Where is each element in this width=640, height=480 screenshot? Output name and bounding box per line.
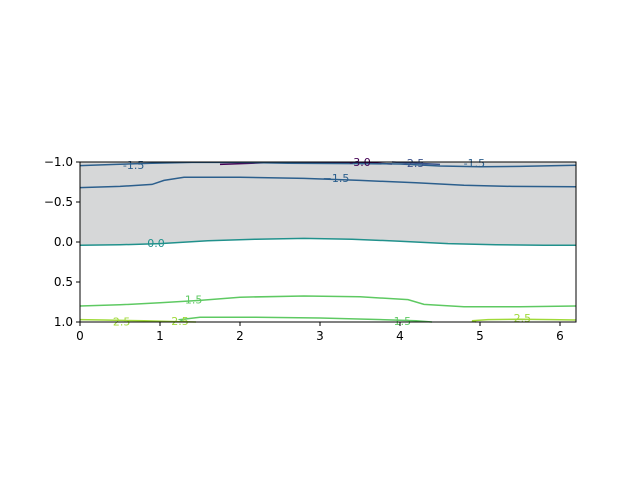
contour-line-4: [79, 237, 576, 246]
contour-line-8: [471, 318, 577, 323]
y-tick-label: 1.0: [54, 315, 73, 329]
contour-label-4-0: 0.0: [147, 237, 165, 250]
y-axis: −1.0 −0.5 0.0 0.5 1.0: [44, 155, 80, 329]
x-tick-label: 4: [396, 329, 404, 343]
contour-line-2: [79, 161, 577, 168]
contour-line-5: [79, 295, 577, 308]
contour-label-6-0: 1.5: [394, 315, 412, 328]
x-axis: 0 1 2 3 4 5 6: [76, 322, 564, 343]
x-tick-label: 3: [316, 329, 324, 343]
contour-label-2-1: -1.5: [464, 157, 485, 170]
x-tick-label: 0: [76, 329, 84, 343]
y-tick-label: −0.5: [44, 195, 73, 209]
x-tick-label: 1: [156, 329, 164, 343]
x-tick-label: 6: [556, 329, 564, 343]
contour-label-8-0: 2.5: [514, 312, 532, 325]
contour-label-3-0: −1.5: [323, 172, 350, 185]
contour-line-3: [79, 176, 577, 189]
x-tick-label: 5: [476, 329, 484, 343]
contour-label-1-0: -2.5: [403, 157, 424, 170]
contour-line-6: [177, 316, 433, 323]
filled-region: [80, 162, 576, 246]
contour-label-5-0: 1.5: [185, 294, 203, 307]
y-tick-label: 0.5: [54, 275, 73, 289]
x-tick-label: 2: [236, 329, 244, 343]
y-tick-label: 0.0: [54, 235, 73, 249]
y-tick-label: −1.0: [44, 155, 73, 169]
contour-label-2-0: -1.5: [123, 159, 144, 172]
